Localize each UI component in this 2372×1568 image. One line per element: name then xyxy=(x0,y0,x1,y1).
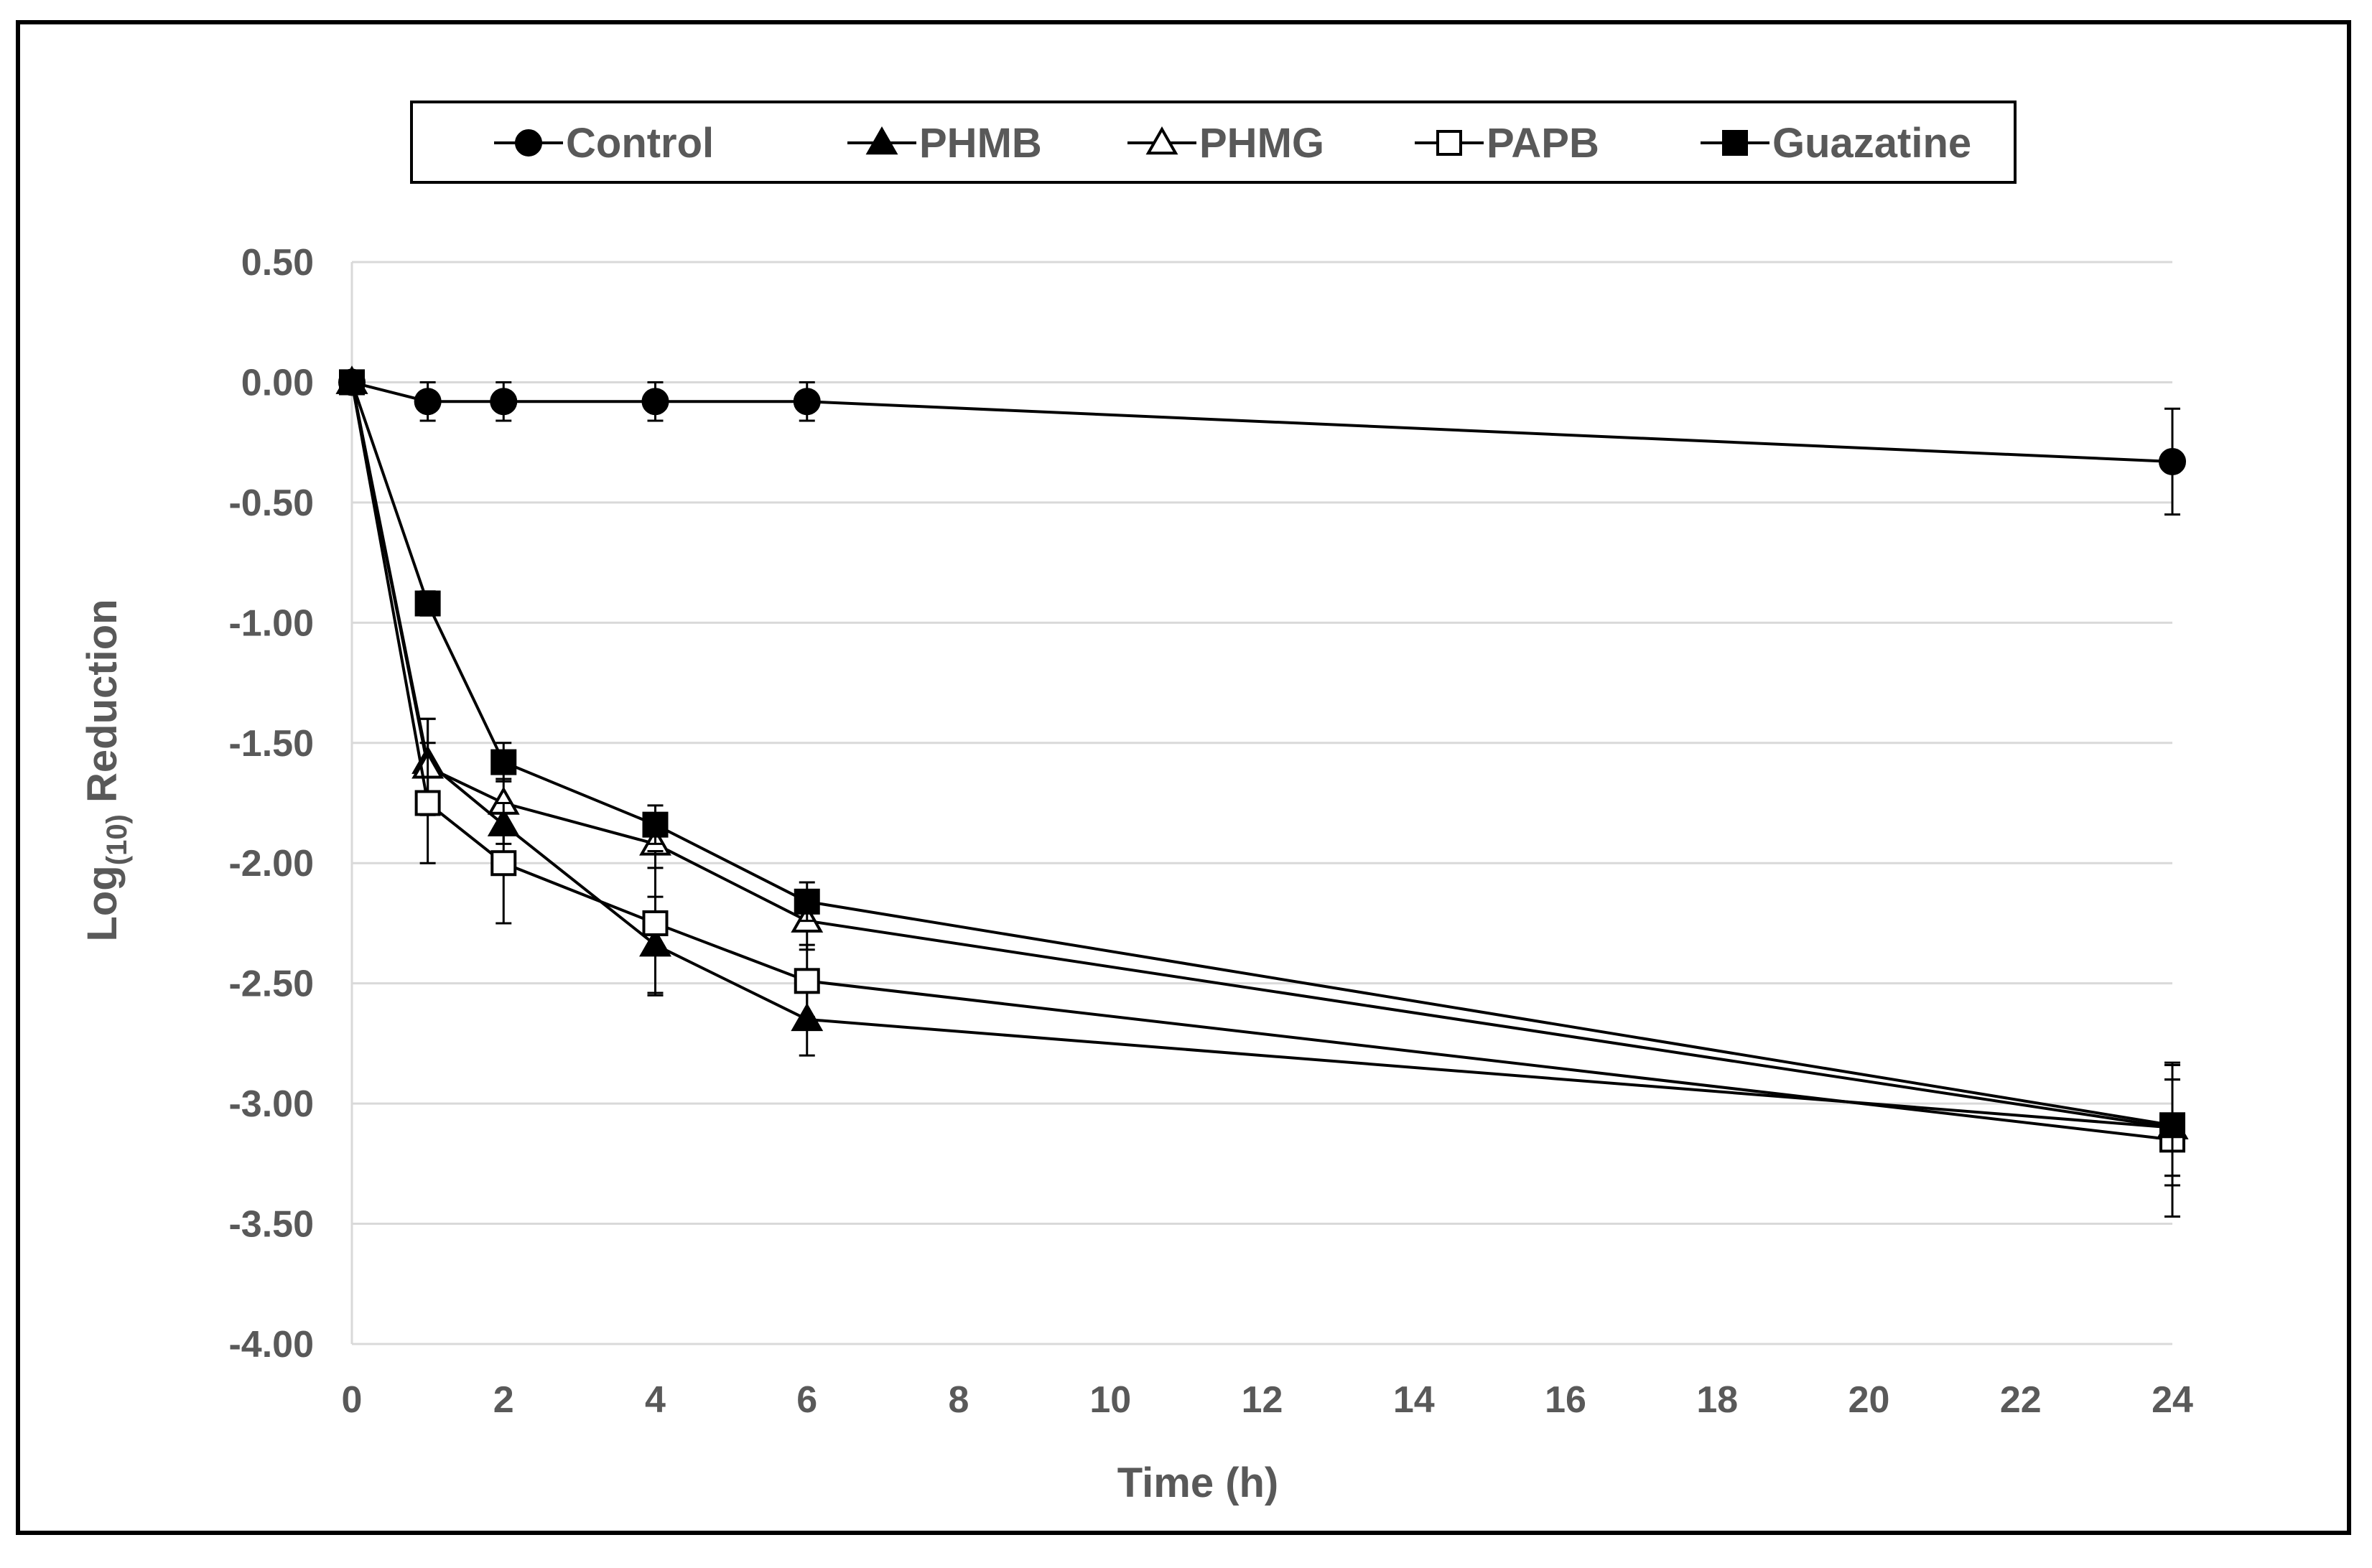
x-tick-label: 10 xyxy=(1089,1379,1131,1421)
series-line-control xyxy=(351,381,2173,463)
legend-entry-phmg: PHMG xyxy=(1127,120,1324,167)
y-tick-label: -2.00 xyxy=(228,843,314,885)
series-line-phmb xyxy=(350,382,2173,1129)
y-tick-label: -3.50 xyxy=(228,1204,314,1246)
data-point-guazatine xyxy=(339,369,365,396)
x-tick-label: 16 xyxy=(1545,1379,1586,1421)
x-tick-label: 20 xyxy=(1848,1379,1890,1421)
x-axis-title: Time (h) xyxy=(1117,1460,1279,1506)
legend-entry-control: Control xyxy=(494,120,714,167)
legend-label-phmb: PHMB xyxy=(919,120,1042,167)
y-tick-label: -0.50 xyxy=(228,482,314,524)
legend-label-papb: PAPB xyxy=(1487,120,1599,167)
y-tick-label: 0.50 xyxy=(241,242,314,284)
data-point-guazatine xyxy=(2159,1112,2185,1139)
data-point-papb xyxy=(642,910,669,936)
data-point-papb xyxy=(490,850,517,877)
x-tick-label: 14 xyxy=(1393,1379,1435,1421)
legend-marker-phmg xyxy=(1145,126,1178,155)
data-point-papb xyxy=(414,790,441,816)
data-point-guazatine xyxy=(794,888,820,915)
y-tick-label: -2.50 xyxy=(228,963,314,1005)
y-axis-title-base: Log xyxy=(79,865,126,941)
series-control xyxy=(338,368,2186,516)
data-point-guazatine xyxy=(490,749,517,775)
gridlines xyxy=(352,261,2172,1345)
y-tick-label: -1.00 xyxy=(228,602,314,644)
y-tick-label: 0.00 xyxy=(241,362,314,403)
x-tick-label: 24 xyxy=(2152,1379,2193,1421)
legend: Control PHMB PHMG PAPB Guazatine xyxy=(410,101,2017,184)
x-tick-label: 8 xyxy=(949,1379,969,1421)
y-tick-label: -1.50 xyxy=(228,723,314,765)
data-point-control xyxy=(2159,447,2186,475)
series-layer xyxy=(335,365,2189,1218)
series-line-guazatine xyxy=(350,381,2173,1127)
data-point-papb xyxy=(794,968,820,994)
legend-marker-phmb xyxy=(865,126,898,155)
data-point-control xyxy=(641,388,669,416)
data-point-control xyxy=(793,388,821,416)
y-axis-title: Log(10) Reduction xyxy=(79,599,133,941)
x-tick-label: 6 xyxy=(796,1379,817,1421)
legend-entry-phmb: PHMB xyxy=(847,120,1042,167)
legend-marker-guazatine xyxy=(1722,130,1748,156)
x-tick-label: 18 xyxy=(1696,1379,1738,1421)
series-line-papb xyxy=(350,382,2173,1142)
data-point-guazatine xyxy=(414,590,441,617)
x-tick-label: 4 xyxy=(645,1379,666,1421)
data-point-control xyxy=(490,388,518,416)
legend-marker-papb xyxy=(1436,130,1462,156)
legend-marker-control xyxy=(515,129,542,157)
axes: 0.50 0.00 -0.50 -1.00 -1.50 -2.00 -2.50 -3.00 -3… xyxy=(228,242,2193,1421)
y-axis-title-rest: Reduction xyxy=(79,599,126,814)
chart-frame xyxy=(16,20,2351,1535)
x-tick-label: 0 xyxy=(342,1379,363,1421)
legend-entry-guazatine: Guazatine xyxy=(1701,120,1971,167)
series-guazatine xyxy=(339,369,2185,1187)
legend-entry-papb: PAPB xyxy=(1415,120,1599,167)
data-point-control xyxy=(414,388,442,416)
legend-label-control: Control xyxy=(566,120,714,167)
x-tick-label: 12 xyxy=(1242,1379,1283,1421)
series-papb xyxy=(339,369,2185,1218)
x-tick-label: 2 xyxy=(493,1379,514,1421)
data-point-guazatine xyxy=(642,811,669,838)
y-axis-title-subscript: (10) xyxy=(101,814,133,865)
legend-label-phmg: PHMG xyxy=(1199,120,1324,167)
x-tick-label: 22 xyxy=(2000,1379,2042,1421)
series-line-phmg xyxy=(350,382,2173,1129)
y-tick-label: -3.00 xyxy=(228,1083,314,1125)
legend-label-guazatine: Guazatine xyxy=(1772,120,1971,167)
series-phmb xyxy=(335,365,2189,1177)
y-tick-label: -4.00 xyxy=(228,1324,314,1366)
